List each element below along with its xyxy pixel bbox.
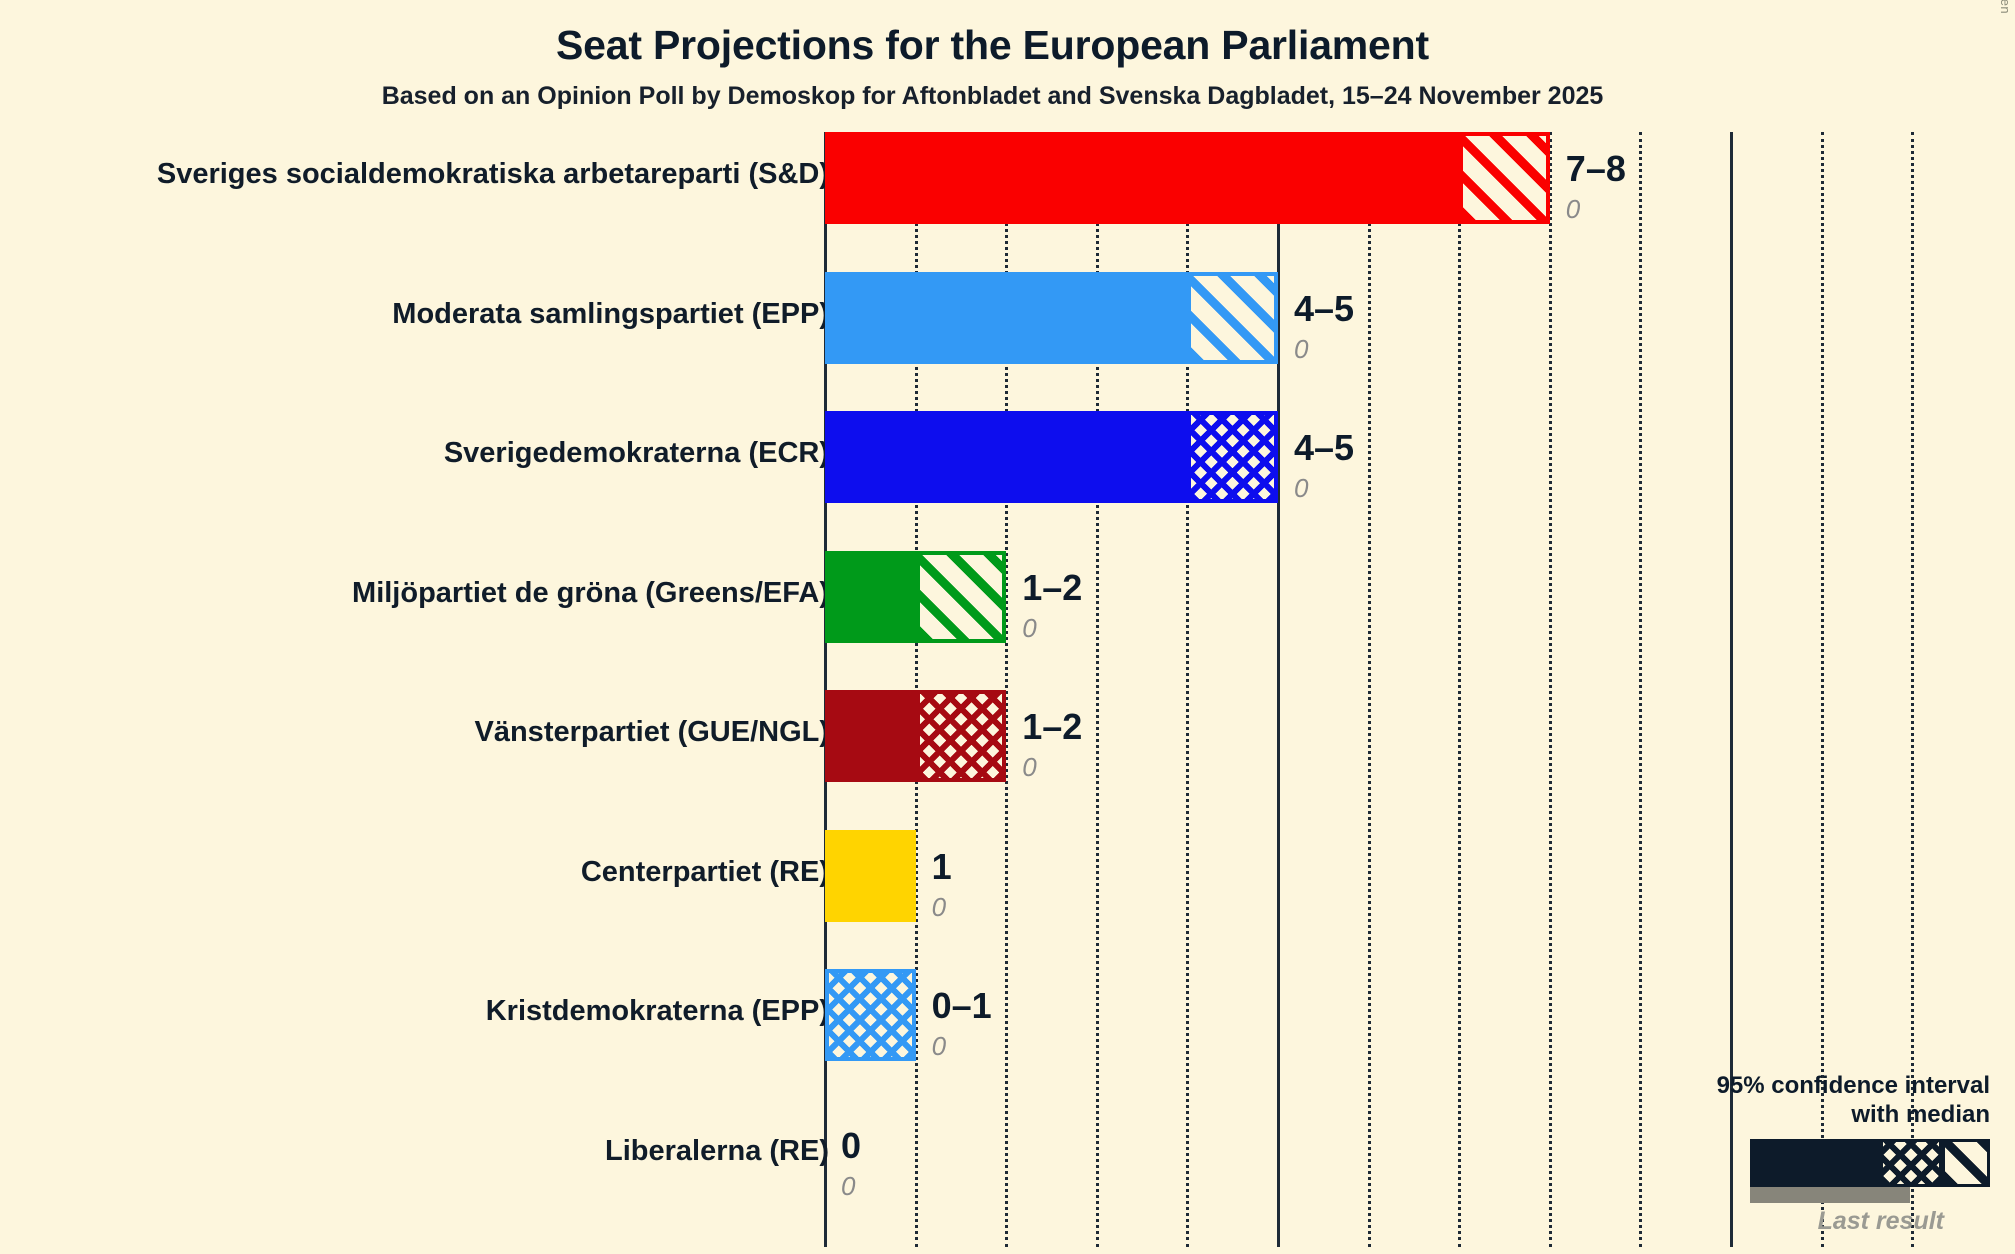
legend-diagonal-segment [1942, 1139, 1990, 1187]
bar-confidence-interval-4 [915, 550, 1007, 643]
legend-crosshatch-segment [1880, 1139, 1942, 1187]
value-label-1: 7–8 [1565, 148, 1626, 189]
last-result-label-8: 0 [841, 1170, 856, 1201]
legend-title-line1: 95% confidence interval [1716, 1072, 1990, 1100]
legend-last-result-bar [1750, 1187, 1910, 1203]
last-result-label-7: 0 [931, 1031, 947, 1061]
chart-row: Liberalerna (RE) 0 0 [0, 1109, 2015, 1201]
row-label-4: Miljöpartiet de gröna (Greens/EFA) [352, 576, 829, 609]
chart-row: Kristdemokraterna (EPP) 0–1 0 [0, 969, 2015, 1061]
gridline-minor [1005, 132, 1009, 1247]
gridline-minor [1367, 132, 1371, 1247]
row-label-1: Sveriges socialdemokratiska arbetarepart… [156, 158, 829, 190]
value-label-5: 1–2 [1022, 706, 1083, 747]
value-label-4: 1–2 [1022, 566, 1083, 608]
bar-confidence-interval-1 [1459, 132, 1550, 224]
gridline-minor [1911, 132, 1915, 1247]
value-label-2: 4–5 [1294, 287, 1355, 329]
chart-row: Sveriges socialdemokratiska arbetarepart… [0, 132, 2015, 224]
row-label-8: Liberalerna (RE) [605, 1134, 829, 1167]
chart-row: Moderata samlingspartiet (EPP) 4–5 0 [0, 271, 2015, 364]
gridline-minor [1458, 132, 1462, 1247]
value-label-3: 4–5 [1294, 427, 1355, 468]
copyright-notice: © 2025 Filip van Laenen [1998, 0, 2013, 14]
last-result-label-6: 0 [931, 891, 947, 922]
value-label-7: 0–1 [931, 985, 992, 1026]
legend-sample-bar [1750, 1139, 1990, 1187]
bar-confidence-interval-3 [1187, 411, 1278, 503]
chart-legend: 95% confidence interval with median Last… [1660, 1072, 1990, 1236]
row-label-7: Kristdemokraterna (EPP) [485, 995, 829, 1027]
value-label-8: 0 [841, 1124, 862, 1166]
value-label-6: 1 [931, 845, 952, 887]
legend-title-line2: with median [1851, 1100, 1990, 1128]
chart-row: Vänsterpartiet (GUE/NGL) 1–2 0 [0, 690, 2015, 782]
gridline-major [1730, 132, 1733, 1247]
gridline-major [1277, 132, 1280, 1247]
last-result-label-2: 0 [1294, 333, 1309, 364]
chart-subtitle: Based on an Opinion Poll by Demoskop for… [381, 82, 1604, 110]
gridline-minor [1639, 132, 1643, 1247]
gridline-minor [1095, 132, 1099, 1247]
chart-row: Miljöpartiet de gröna (Greens/EFA) 1–2 0 [0, 550, 2015, 643]
last-result-label-3: 0 [1294, 473, 1309, 503]
gridline-minor [1820, 132, 1824, 1247]
bar-median-2 [825, 271, 1188, 364]
last-result-label-4: 0 [1022, 612, 1037, 643]
gridline-minor [1548, 132, 1552, 1247]
bar-median-5 [825, 690, 916, 782]
legend-last-result-label: Last result [1817, 1207, 1944, 1235]
bar-median-4 [825, 550, 916, 643]
gridline-minor [914, 132, 918, 1247]
bar-median-6 [825, 829, 916, 922]
y-axis-line [824, 132, 827, 1247]
bar-confidence-interval-5 [915, 690, 1007, 782]
bar-confidence-interval-7 [825, 969, 916, 1061]
row-label-2: Moderata samlingspartiet (EPP) [392, 297, 829, 330]
last-result-label-5: 0 [1022, 752, 1037, 782]
row-label-6: Centerpartiet (RE) [580, 855, 829, 888]
row-label-5: Vänsterpartiet (GUE/NGL) [474, 716, 830, 748]
bar-confidence-interval-2 [1187, 271, 1278, 364]
bar-median-3 [825, 411, 1188, 503]
gridline-minor [1186, 132, 1190, 1247]
chart-row: Sverigedemokraterna (ECR) 4–5 0 [0, 411, 2015, 503]
page-title: Seat Projections for the European Parlia… [556, 22, 1429, 68]
row-label-3: Sverigedemokraterna (ECR) [443, 437, 829, 469]
last-result-label-1: 0 [1565, 194, 1581, 224]
bar-median-1 [825, 132, 1460, 224]
chart-row: Centerpartiet (RE) 1 0 [0, 829, 2015, 922]
